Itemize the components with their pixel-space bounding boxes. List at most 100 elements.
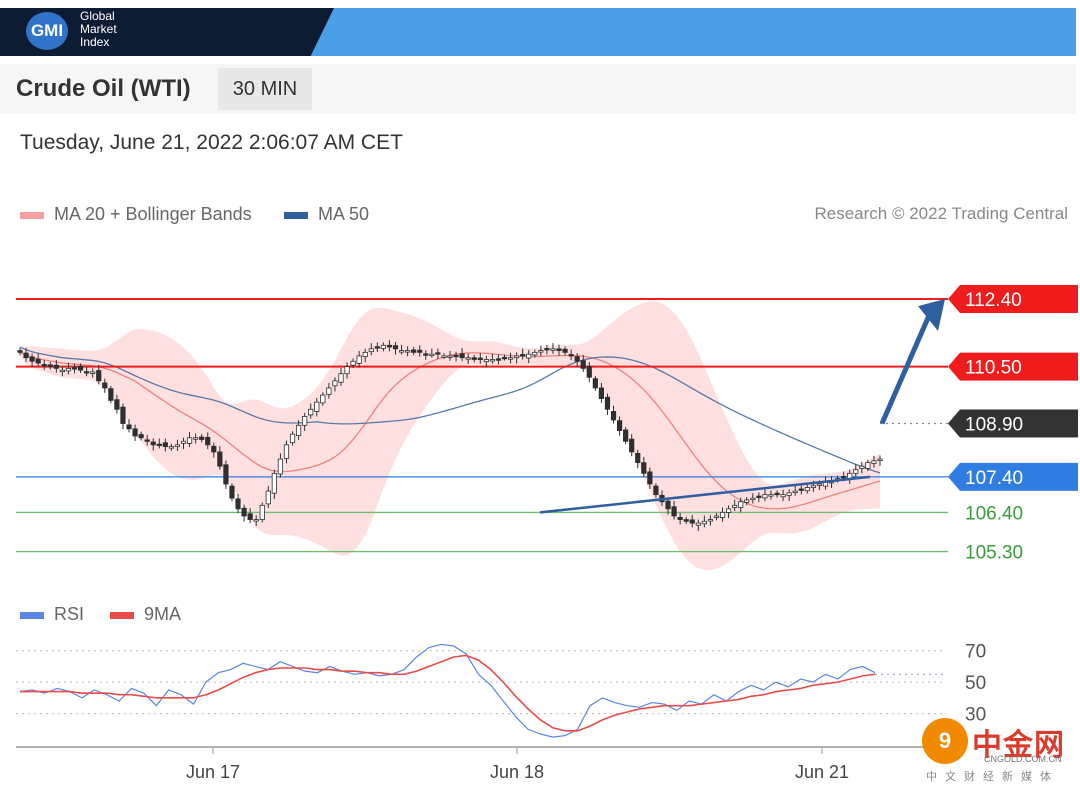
candle-down [623, 429, 629, 442]
candle-up [180, 440, 187, 444]
candle-up [193, 437, 199, 440]
x-axis-layer: Jun 17 Jun 18 Jun 21 [16, 746, 946, 782]
instrument-title: Crude Oil (WTI) [16, 75, 191, 102]
candle-down [689, 519, 695, 524]
candle-up [877, 458, 883, 461]
candle-up [810, 485, 816, 488]
candle-up [295, 424, 302, 436]
level-tag-112.40 [948, 285, 1078, 314]
candle-down [604, 396, 611, 410]
candle-up [289, 433, 296, 444]
candle-down [247, 513, 253, 520]
candle-up [447, 355, 453, 358]
candle-down [653, 485, 659, 496]
timeframe-badge[interactable]: 30 MIN [218, 68, 312, 110]
candle-up [350, 360, 356, 366]
candle-up [59, 369, 65, 373]
candle-up [320, 394, 326, 404]
ma20-swatch [20, 211, 44, 219]
candle-up [186, 437, 193, 444]
ma20-label: MA 20 + Bollinger Bands [54, 204, 252, 224]
candle-down [629, 438, 635, 453]
brand-line-2: Market [80, 22, 117, 36]
candle-down [120, 406, 126, 424]
candle-up [283, 444, 290, 459]
levels-layer [16, 298, 948, 553]
candle-up [816, 483, 823, 486]
candle-up [326, 387, 332, 395]
candle-down [568, 354, 574, 357]
candle-up [174, 444, 181, 448]
level-tag-108.90 [948, 409, 1078, 438]
candle-up [253, 519, 259, 522]
brand-lines: Global Market Index [80, 10, 117, 49]
candle-down [71, 367, 78, 370]
cngold-watermark: 9 中金网 CNGOLD.COM.CN 中文财经新媒体 [922, 718, 1072, 788]
watermark-url: CNGOLD.COM.CN [984, 754, 1062, 764]
candle-up [719, 512, 726, 518]
bollinger-bands-layer [20, 301, 880, 571]
candle-up [265, 490, 271, 505]
candle-up [483, 359, 489, 363]
candle-down [435, 352, 441, 355]
candle-up [526, 353, 532, 359]
candle-up [429, 353, 435, 357]
candle-up [90, 371, 96, 374]
candle-up [489, 359, 495, 362]
candle-down [84, 371, 90, 374]
candle-up [732, 504, 738, 508]
candle-up [792, 490, 798, 493]
candle-down [217, 451, 223, 467]
candle-up [441, 355, 447, 358]
bollinger-band-area [20, 301, 880, 571]
candle-down [641, 462, 647, 474]
candle-up [308, 408, 314, 416]
candle-down [138, 434, 144, 439]
ma50-label: MA 50 [318, 204, 370, 224]
brand-line-3: Index [80, 35, 110, 49]
rsi-labels-layer: 70 50 30 [965, 642, 986, 726]
level-label-110.50: 110.50 [965, 358, 1022, 379]
candle-down [96, 370, 102, 382]
annotations-layer [539, 299, 945, 514]
legend-ma50: MA 50 [284, 204, 369, 225]
candle-up [804, 487, 810, 492]
candle-down [683, 519, 689, 522]
rsi-tick-50: 50 [965, 673, 986, 694]
candle-down [241, 507, 247, 517]
candle-down [453, 354, 459, 358]
chart-datetime: Tuesday, June 21, 2022 2:06:07 AM CET [20, 131, 403, 154]
candle-up [786, 492, 792, 496]
target-arrow-head [918, 299, 945, 332]
candle-down [556, 348, 562, 351]
candle-up [865, 462, 871, 469]
candle-up [356, 355, 362, 364]
gmi-logo[interactable]: GMI [26, 12, 68, 50]
candle-up [853, 469, 859, 474]
candle-down [132, 428, 138, 437]
candle-down [677, 517, 683, 520]
candle-up [380, 344, 386, 349]
candle-down [156, 443, 162, 447]
candle-down [495, 358, 502, 361]
rsi-label: RSI [54, 604, 85, 624]
candle-down [598, 387, 605, 400]
legend-rsi: RSI [20, 604, 84, 625]
candle-down [144, 439, 150, 442]
candle-down [774, 492, 780, 496]
rsi-swatch [20, 611, 44, 619]
candle-up [744, 499, 750, 503]
candle-up [695, 522, 701, 526]
candle-down [798, 488, 804, 491]
candle-up [514, 355, 520, 359]
candle-up [277, 458, 284, 475]
candle-down [41, 364, 47, 367]
candle-down [53, 364, 59, 369]
candle-down [756, 495, 762, 498]
header-blue-strip [310, 8, 1076, 56]
ma9-swatch [110, 611, 134, 619]
candle-down [17, 350, 23, 353]
watermark-text: 中金网 [972, 729, 1065, 762]
candle-up [780, 494, 786, 498]
ma50-swatch [284, 211, 308, 219]
